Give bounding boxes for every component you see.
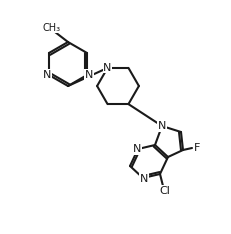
Text: N: N: [157, 121, 165, 131]
Text: N: N: [132, 144, 141, 154]
Text: F: F: [193, 143, 199, 153]
Text: N: N: [43, 70, 51, 80]
Text: N: N: [139, 174, 148, 184]
Text: CH₃: CH₃: [43, 23, 61, 33]
Text: N: N: [85, 70, 93, 80]
Text: N: N: [103, 63, 111, 73]
Text: Cl: Cl: [159, 186, 170, 196]
